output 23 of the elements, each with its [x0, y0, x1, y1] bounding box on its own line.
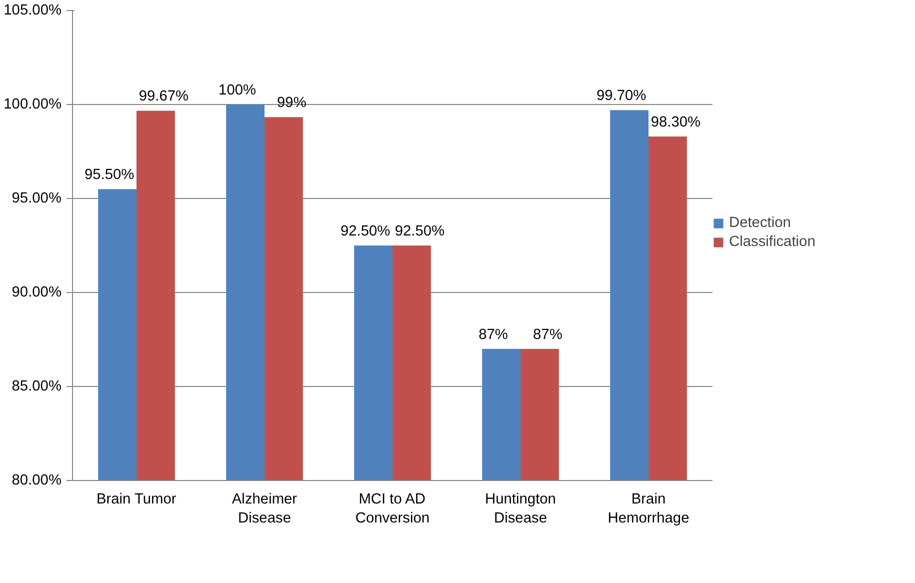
data-label: 99.70%	[596, 88, 646, 104]
data-label: 92.50%	[340, 224, 390, 240]
data-label: 98.30%	[650, 114, 701, 130]
y-tick-label: 105.00%	[4, 2, 62, 18]
legend-label: Classification	[729, 234, 816, 250]
data-label: 100%	[218, 82, 256, 98]
data-label: 99%	[277, 95, 306, 112]
x-tick-label: Brain Hemorrhage	[608, 492, 690, 527]
x-tick-label: Brain Tumor	[96, 492, 176, 508]
data-label: 92.50%	[394, 224, 445, 240]
data-label: 87%	[533, 326, 562, 343]
data-label: 95.50%	[84, 167, 134, 184]
data-label: 99.67%	[138, 88, 189, 105]
y-tick-label: 100.00%	[4, 96, 62, 112]
y-tick-label: 95.00%	[12, 190, 62, 206]
y-tick-label: 80.00%	[12, 472, 62, 488]
x-tick-label: Huntington Disease	[485, 492, 556, 527]
y-tick-label: 85.00%	[12, 378, 62, 394]
y-tick-label: 90.00%	[12, 284, 62, 300]
data-label: 87%	[478, 326, 508, 343]
x-tick-label: MCI to AD Conversion	[355, 492, 430, 527]
legend-label: Detection	[729, 215, 791, 231]
x-tick-label: Alzheimer Disease	[232, 492, 298, 527]
